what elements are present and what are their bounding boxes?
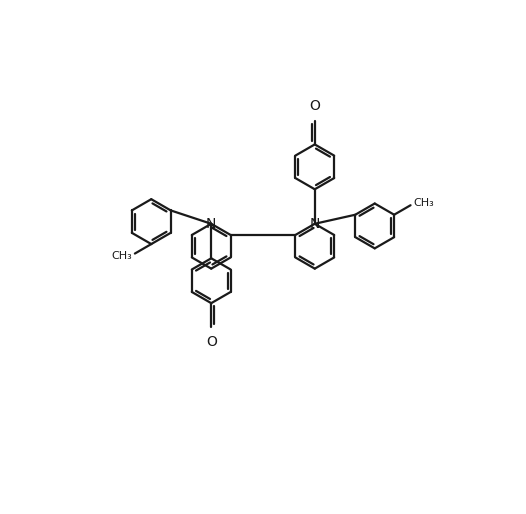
- Text: N: N: [206, 217, 216, 231]
- Text: O: O: [309, 99, 320, 113]
- Text: N: N: [310, 217, 320, 231]
- Text: O: O: [206, 335, 217, 348]
- Text: CH₃: CH₃: [112, 251, 133, 261]
- Text: CH₃: CH₃: [413, 198, 434, 208]
